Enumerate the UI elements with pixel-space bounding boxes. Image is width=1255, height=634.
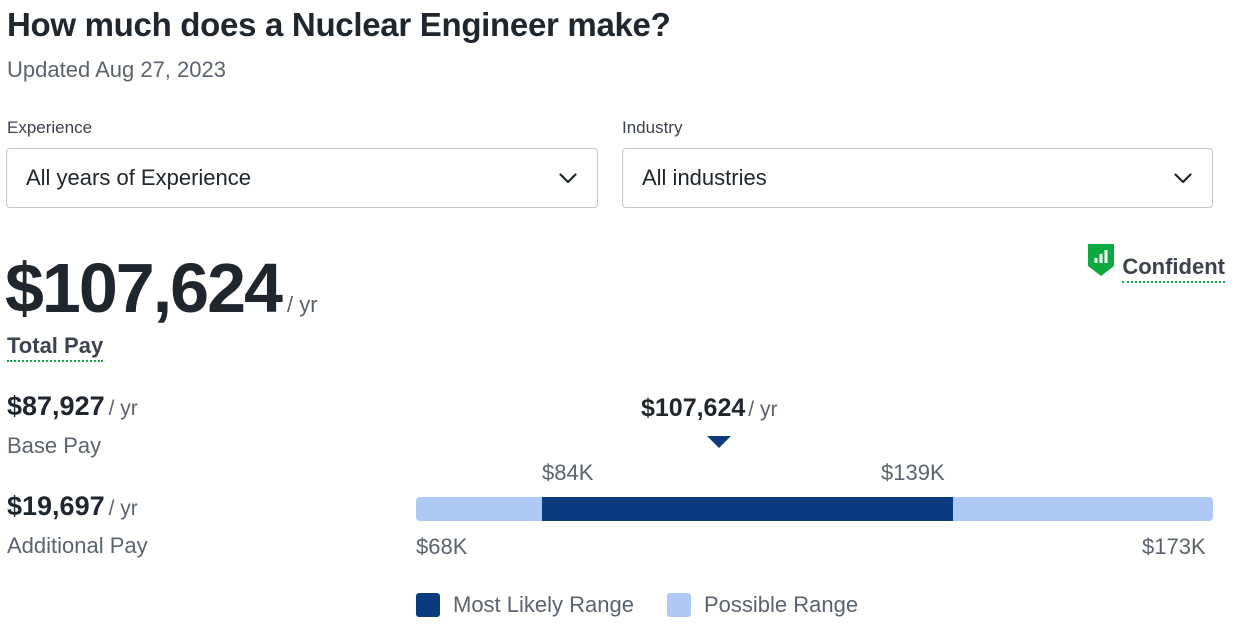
base-pay-amount-block: $87,927/ yr <box>7 391 138 422</box>
chevron-down-icon <box>1174 172 1192 184</box>
chevron-down-icon <box>559 172 577 184</box>
median-pay-per-year: / yr <box>748 398 778 421</box>
total-pay-per-year: / yr <box>286 292 318 317</box>
additional-pay-per-year: / yr <box>108 497 138 520</box>
legend-swatch-most-likely <box>416 593 440 617</box>
confidence-shield-icon <box>1086 242 1116 283</box>
legend-most-likely: Most Likely Range <box>416 592 634 618</box>
experience-dropdown[interactable]: All years of Experience <box>6 148 598 208</box>
confidence-label: Confident <box>1122 254 1225 283</box>
industry-dropdown[interactable]: All industries <box>622 148 1213 208</box>
base-pay-label: Base Pay <box>7 433 102 458</box>
experience-label: Experience <box>7 118 93 137</box>
industry-label: Industry <box>622 118 683 137</box>
most-likely-range-bar <box>542 497 953 521</box>
industry-selected-value: All industries <box>642 165 767 190</box>
total-pay-label[interactable]: Total Pay <box>7 333 104 362</box>
possible-low-label: $68K <box>416 534 468 559</box>
confidence-indicator[interactable]: Confident <box>1086 242 1225 283</box>
legend-possible: Possible Range <box>667 592 858 618</box>
legend-label-possible: Possible Range <box>704 592 859 617</box>
legend-swatch-possible <box>667 593 691 617</box>
base-pay-per-year: / yr <box>108 397 138 420</box>
total-pay-amount: $107,624 <box>5 249 283 327</box>
median-marker-icon <box>707 436 731 448</box>
base-pay-amount: $87,927 <box>7 391 105 421</box>
additional-pay-amount-block: $19,697/ yr <box>7 491 138 522</box>
total-pay-amount-block: $107,624 / yr <box>5 248 318 328</box>
additional-pay-amount: $19,697 <box>7 491 105 521</box>
likely-low-label: $84K <box>542 460 594 485</box>
updated-date: Updated Aug 27, 2023 <box>7 57 226 82</box>
likely-high-label: $139K <box>881 460 945 485</box>
possible-high-label: $173K <box>1142 534 1206 559</box>
page-title: How much does a Nuclear Engineer make? <box>7 6 671 43</box>
median-pay-amount: $107,624 <box>641 394 746 422</box>
additional-pay-label: Additional Pay <box>7 533 148 558</box>
experience-selected-value: All years of Experience <box>26 165 251 190</box>
legend-label-most-likely: Most Likely Range <box>453 592 634 617</box>
median-pay-label: $107,624/ yr <box>641 394 777 423</box>
